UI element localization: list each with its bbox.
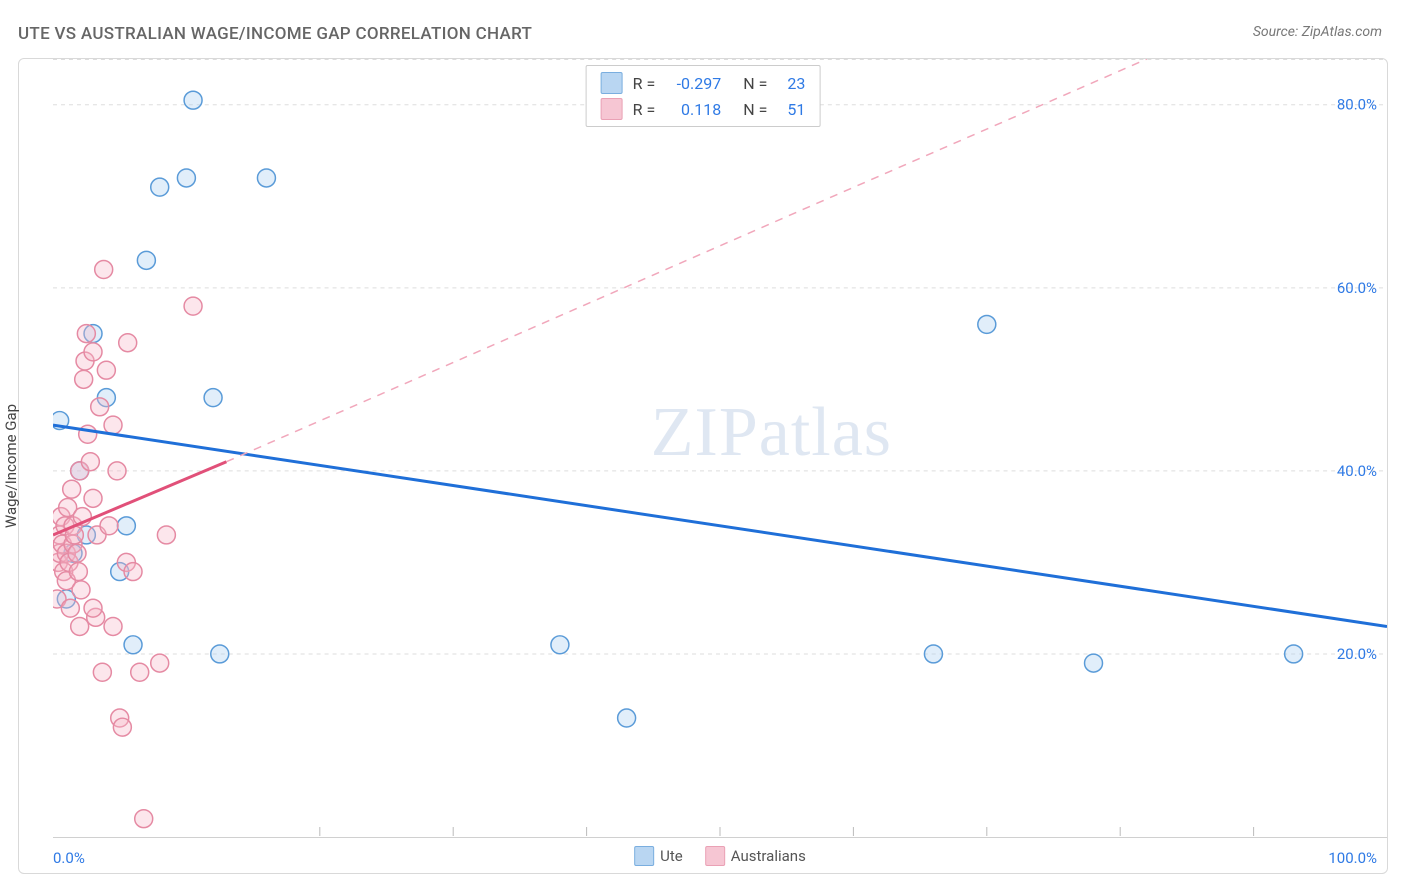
data-point <box>157 526 175 544</box>
y-axis-label: Wage/Income Gap <box>2 404 20 528</box>
data-point <box>84 489 102 507</box>
svg-text:60.0%: 60.0% <box>1337 279 1377 297</box>
scatter-plot: 20.0% 40.0% 60.0% 80.0% <box>53 59 1387 837</box>
data-point <box>551 636 569 654</box>
data-point <box>84 599 102 617</box>
data-point <box>68 544 86 562</box>
data-point <box>204 389 222 407</box>
legend-item: Australians <box>705 846 806 866</box>
legend-stat-row: R =0.118N =51 <box>601 96 806 122</box>
data-point <box>151 654 169 672</box>
data-point <box>104 618 122 636</box>
data-point <box>97 361 115 379</box>
data-point <box>124 636 142 654</box>
data-point <box>84 343 102 361</box>
x-axis-max-label: 100.0% <box>1328 849 1377 867</box>
data-point <box>95 261 113 279</box>
svg-text:40.0%: 40.0% <box>1337 462 1377 480</box>
legend-stat-row: R =-0.297N =23 <box>601 70 806 96</box>
data-point <box>119 334 137 352</box>
data-point <box>184 297 202 315</box>
svg-text:20.0%: 20.0% <box>1337 645 1377 663</box>
data-point <box>177 169 195 187</box>
chart-container: Wage/Income Gap 20.0%40.0%60.0%80.0% R =… <box>18 58 1388 874</box>
data-point <box>63 480 81 498</box>
data-point <box>117 517 135 535</box>
data-point <box>124 563 142 581</box>
data-point <box>184 91 202 109</box>
legend-item: Ute <box>634 846 683 866</box>
data-point <box>151 178 169 196</box>
data-point <box>113 718 131 736</box>
svg-text:80.0%: 80.0% <box>1337 96 1377 114</box>
data-point <box>618 709 636 727</box>
data-point <box>108 462 126 480</box>
x-axis-min-label: 0.0% <box>53 849 85 867</box>
data-point <box>91 398 109 416</box>
data-point <box>211 645 229 663</box>
data-point <box>1285 645 1303 663</box>
correlation-legend: R =-0.297N =23R =0.118N =51 <box>586 65 821 127</box>
data-point <box>72 581 90 599</box>
data-point <box>1085 654 1103 672</box>
data-point <box>77 325 95 343</box>
chart-title: UTE VS AUSTRALIAN WAGE/INCOME GAP CORREL… <box>18 24 532 44</box>
series-legend: Ute Australians <box>634 846 806 866</box>
x-axis: 0.0% Ute Australians 100.0% <box>53 837 1387 873</box>
data-point <box>135 810 153 828</box>
data-point <box>93 663 111 681</box>
data-point <box>257 169 275 187</box>
data-point <box>71 618 89 636</box>
data-point <box>137 251 155 269</box>
data-point <box>100 517 118 535</box>
data-point <box>61 599 79 617</box>
data-point <box>75 370 93 388</box>
data-point <box>81 453 99 471</box>
data-point <box>978 315 996 333</box>
data-point <box>69 563 87 581</box>
data-point <box>924 645 942 663</box>
source-attribution: Source: ZipAtlas.com <box>1253 24 1382 40</box>
data-point <box>104 416 122 434</box>
data-point <box>131 663 149 681</box>
